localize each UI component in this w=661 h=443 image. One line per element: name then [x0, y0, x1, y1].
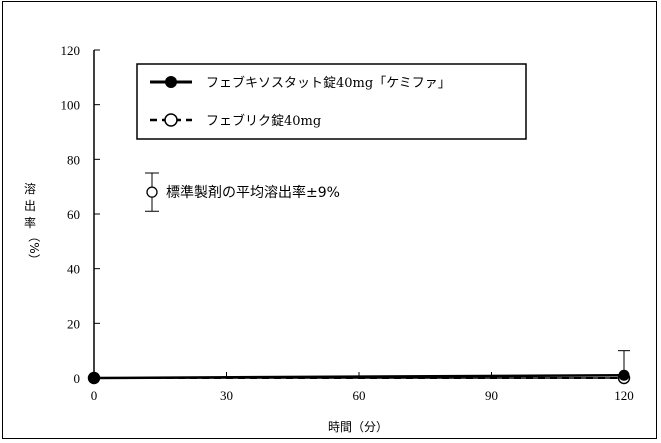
y-tick-label: 100 [61, 98, 81, 113]
legend-marker-filled [165, 76, 177, 88]
x-axis-label: 時間（分） [328, 420, 388, 434]
y-axis-label-char-1: 溶 [24, 181, 36, 196]
y-tick-label: 60 [67, 207, 80, 222]
test-point [618, 369, 630, 381]
legend-label-2: フェブリク錠40mg [206, 113, 321, 129]
test-point [88, 372, 100, 384]
legend-label-1: フェブキソスタット錠40mg「ケミファ」 [206, 75, 451, 91]
y-tick-label: 80 [67, 152, 80, 167]
axis-ticks: 0 20 40 60 80 100 120 0 30 60 90 120 [61, 43, 634, 403]
annotation-marker [146, 186, 158, 198]
x-tick-label: 90 [485, 388, 498, 403]
y-tick-label: 0 [74, 371, 81, 386]
x-tick-label: 0 [91, 388, 98, 403]
x-tick-label: 30 [220, 388, 233, 403]
y-tick-label: 20 [67, 316, 80, 331]
y-tick-label: 120 [61, 43, 81, 58]
y-axis-label: 溶 出 率 （%） [24, 181, 41, 266]
legend: フェブキソスタット錠40mg「ケミファ」 フェブリク錠40mg [136, 63, 527, 140]
y-axis-label-char-2: 出 [24, 199, 36, 213]
data-marks [87, 350, 631, 385]
y-tick-label: 40 [67, 262, 80, 277]
reference-annotation: 標準製剤の平均溶出率±9% [145, 172, 340, 212]
x-tick-label: 60 [353, 388, 366, 403]
x-tick-label: 120 [614, 388, 634, 403]
series-line-test [93, 374, 625, 380]
legend-box [136, 63, 527, 140]
y-axis-label-char-3: 率 [24, 215, 36, 230]
annotation-text: 標準製剤の平均溶出率±9% [166, 184, 340, 201]
legend-marker-open [164, 113, 178, 127]
y-axis-label-unit: （%） [27, 230, 41, 265]
